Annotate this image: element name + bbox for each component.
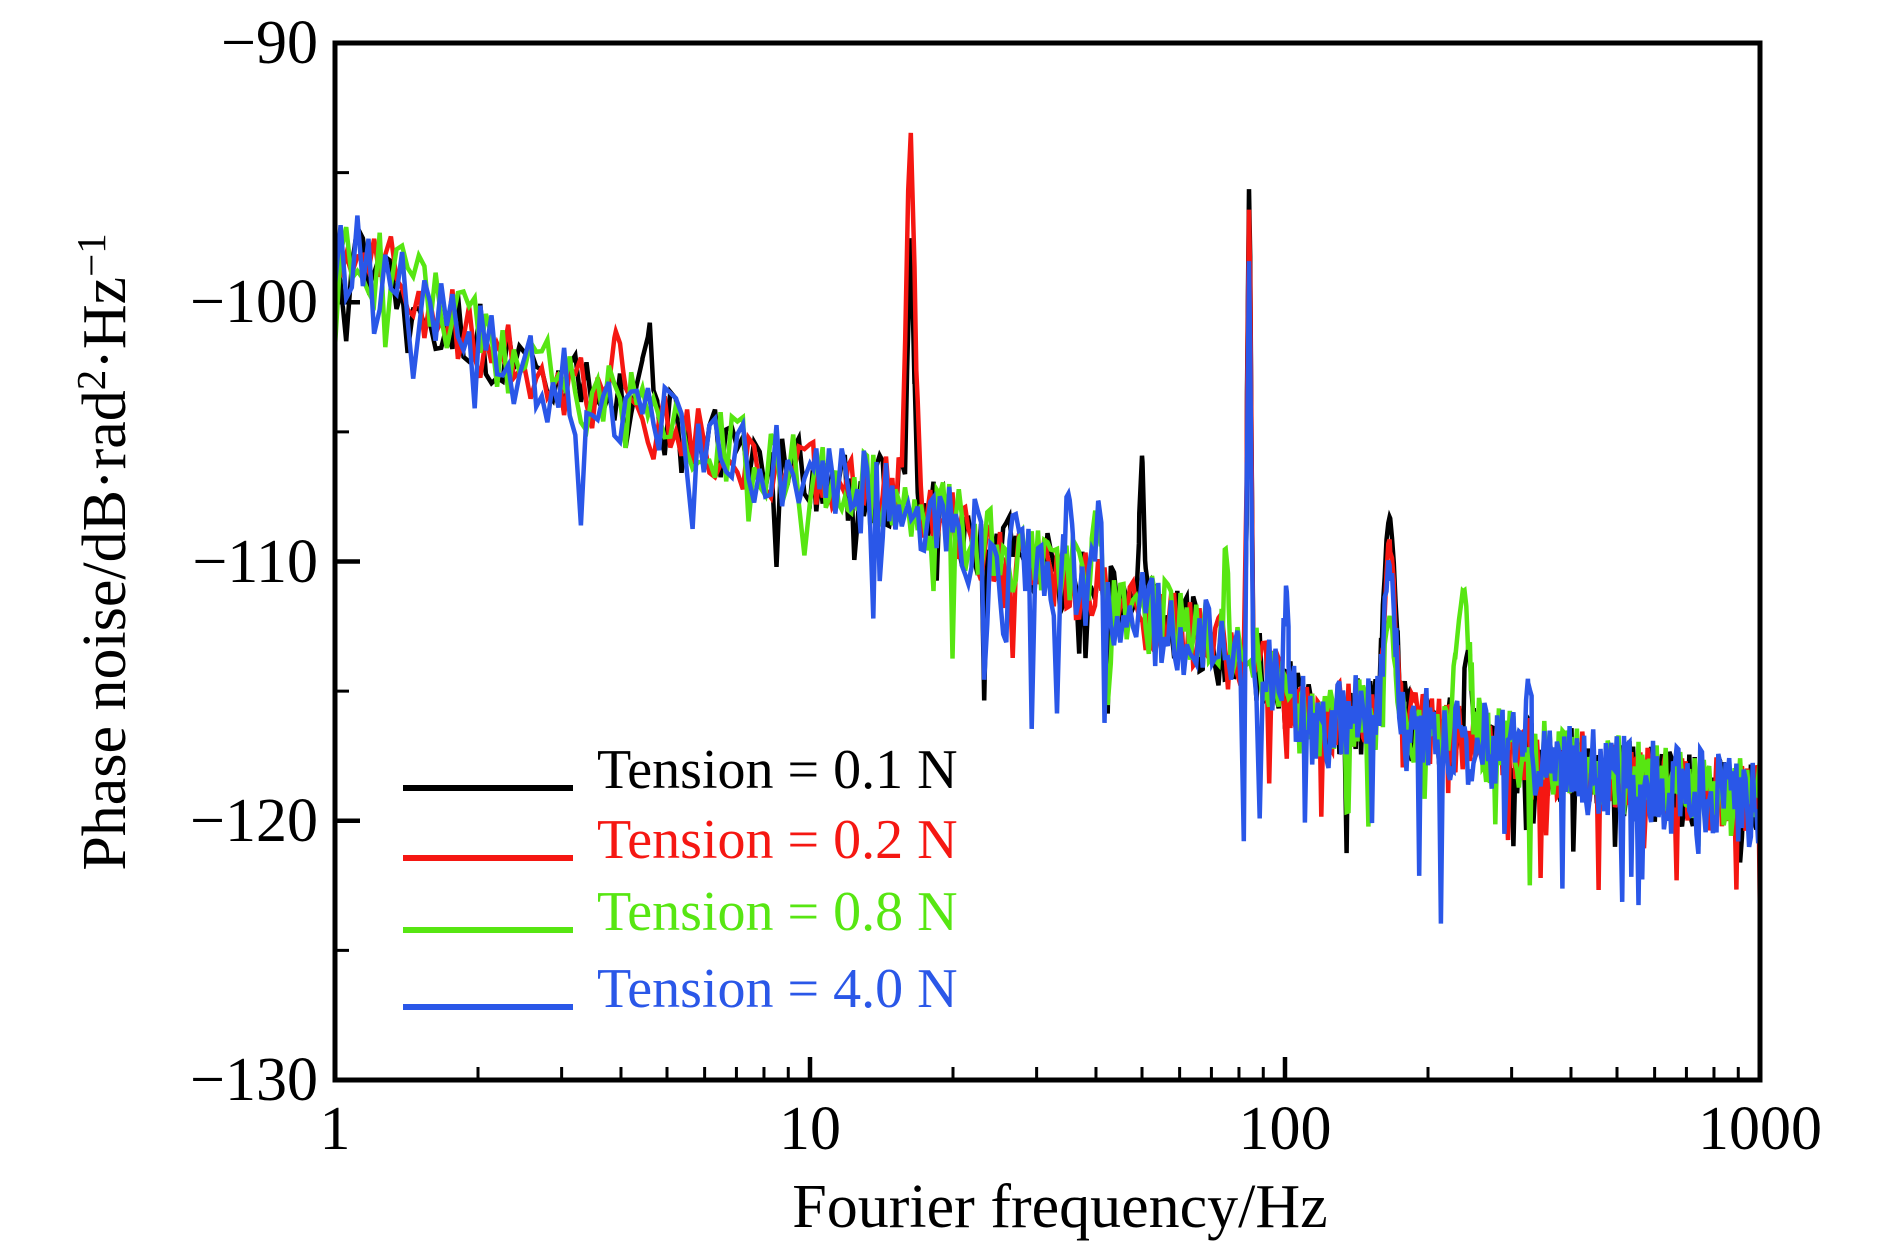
legend-label-tension-4.0: Tension = 4.0 N xyxy=(597,958,958,1020)
x-axis-title: Fourier frequency/Hz xyxy=(792,1173,1328,1241)
y-axis-title-text: ·Hz xyxy=(71,276,140,370)
legend-line-tension-0.1 xyxy=(403,785,573,791)
series-line-3-4.0 xyxy=(334,215,1761,924)
legend-label-tension-0.8: Tension = 0.8 N xyxy=(597,881,958,943)
legend-label-tension-0.2: Tension = 0.2 N xyxy=(597,809,958,871)
x-tick-label-1: 1 xyxy=(319,1095,351,1163)
x-tick-label-100: 100 xyxy=(1238,1095,1332,1163)
legend-line-tension-4.0 xyxy=(403,1004,573,1010)
y-tick-label-130: −130 xyxy=(190,1046,318,1114)
y-tick-label-120: −120 xyxy=(190,787,318,855)
series-line-1-0.2 xyxy=(334,132,1761,923)
y-axis-title-text: Phase noise/dB·rad xyxy=(71,390,140,871)
y-tick-label-90: −90 xyxy=(221,9,318,77)
legend-label-tension-0.1: Tension = 0.1 N xyxy=(597,739,958,801)
y-axis-title: Phase noise/dB·rad2·Hz−1 xyxy=(68,233,140,871)
legend-line-tension-0.2 xyxy=(403,855,573,861)
plot-frame xyxy=(332,40,1763,1083)
y-tick-label-100: −100 xyxy=(190,268,318,336)
x-tick-label-1000: 1000 xyxy=(1698,1095,1822,1163)
legend-line-tension-0.8 xyxy=(403,927,573,933)
x-tick-label-10: 10 xyxy=(779,1095,841,1163)
y-axis-title-superscript: 2 xyxy=(68,369,114,391)
y-axis-title-superscript: −1 xyxy=(68,233,114,277)
y-tick-label-110: −110 xyxy=(192,528,318,596)
